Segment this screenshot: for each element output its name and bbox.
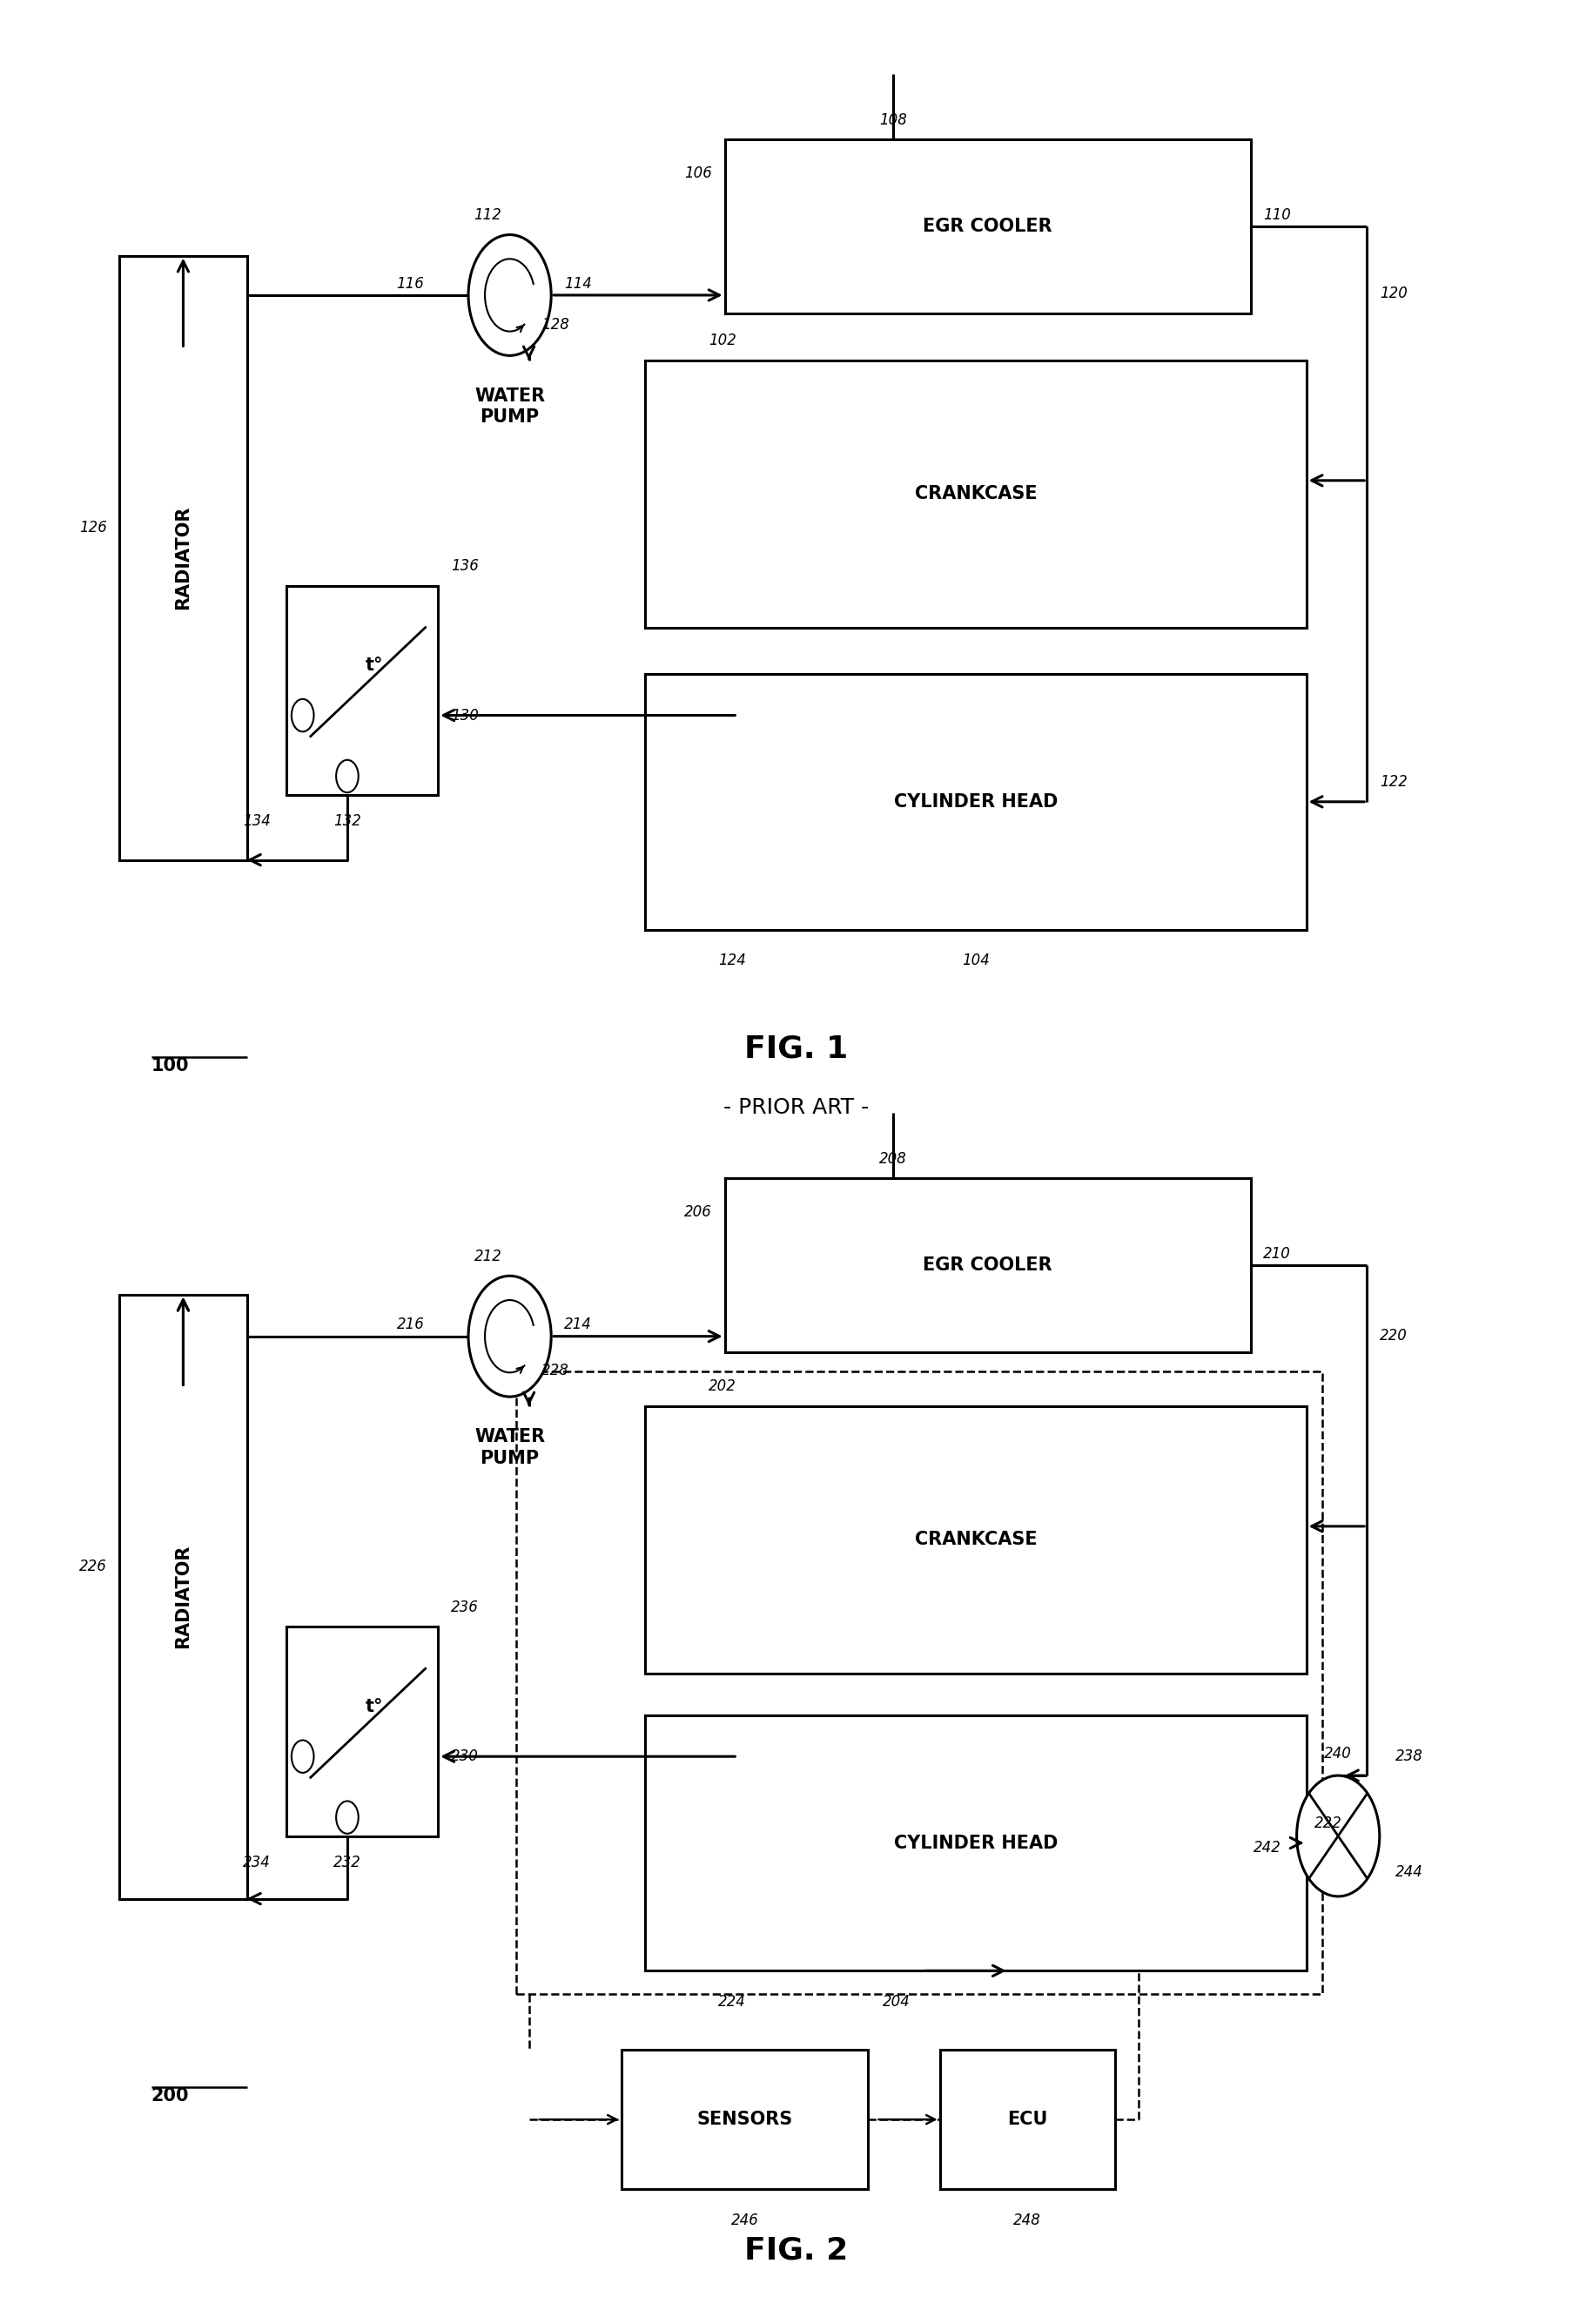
Text: 234: 234: [244, 1855, 271, 1871]
Text: 212: 212: [475, 1248, 502, 1264]
Text: CRANKCASE: CRANKCASE: [914, 1532, 1037, 1548]
Bar: [725, 139, 1251, 314]
Text: 134: 134: [244, 813, 271, 830]
Text: 102: 102: [709, 332, 736, 349]
Text: 232: 232: [333, 1855, 362, 1871]
Bar: [645, 674, 1306, 930]
Text: ECU: ECU: [1007, 2110, 1048, 2129]
Circle shape: [468, 1276, 551, 1397]
Text: 132: 132: [333, 813, 362, 830]
Bar: [119, 256, 247, 860]
Text: 208: 208: [879, 1150, 906, 1167]
Text: WATER
PUMP: WATER PUMP: [475, 1429, 545, 1466]
Text: 108: 108: [879, 112, 906, 128]
Text: 238: 238: [1395, 1748, 1423, 1764]
Text: 224: 224: [718, 1994, 746, 2010]
Text: 242: 242: [1254, 1841, 1281, 1855]
Text: EGR COOLER: EGR COOLER: [922, 218, 1053, 235]
Text: 112: 112: [475, 207, 502, 223]
Text: 114: 114: [564, 277, 591, 290]
Text: 120: 120: [1380, 286, 1407, 302]
Text: 216: 216: [397, 1318, 424, 1332]
Text: 244: 244: [1395, 1864, 1423, 1880]
Text: CYLINDER HEAD: CYLINDER HEAD: [894, 792, 1058, 811]
Text: 204: 204: [883, 1994, 910, 2010]
Text: CYLINDER HEAD: CYLINDER HEAD: [894, 1834, 1058, 1852]
Bar: [725, 1178, 1251, 1353]
Bar: [621, 2050, 868, 2189]
Bar: [287, 586, 438, 795]
Bar: [645, 360, 1306, 627]
Text: FIG. 2: FIG. 2: [744, 2236, 849, 2266]
Text: 100: 100: [151, 1057, 190, 1074]
Circle shape: [1297, 1776, 1380, 1896]
Text: 104: 104: [962, 953, 989, 969]
Text: - PRIOR ART -: - PRIOR ART -: [723, 1097, 870, 1118]
Text: WATER
PUMP: WATER PUMP: [475, 388, 545, 425]
Text: 202: 202: [709, 1378, 736, 1394]
Circle shape: [336, 1801, 358, 1834]
Text: 206: 206: [685, 1204, 712, 1220]
Text: 246: 246: [731, 2212, 758, 2229]
Text: 240: 240: [1324, 1745, 1352, 1762]
Text: RADIATOR: RADIATOR: [175, 1545, 191, 1648]
Circle shape: [292, 1741, 314, 1773]
Text: 128: 128: [542, 316, 569, 332]
Text: 230: 230: [451, 1748, 478, 1764]
Text: 248: 248: [1013, 2212, 1042, 2229]
Text: 130: 130: [451, 706, 478, 723]
Bar: [645, 1406, 1306, 1673]
Text: 136: 136: [451, 558, 478, 574]
Text: 226: 226: [80, 1559, 107, 1573]
Text: 214: 214: [564, 1318, 591, 1332]
Bar: [119, 1294, 247, 1899]
Bar: [516, 1371, 1322, 1994]
Text: 200: 200: [151, 2087, 190, 2103]
Text: 210: 210: [1263, 1246, 1290, 1262]
Text: 124: 124: [718, 953, 746, 969]
Text: 116: 116: [397, 277, 424, 290]
Text: 228: 228: [542, 1362, 569, 1378]
Text: 106: 106: [685, 165, 712, 181]
Bar: [940, 2050, 1115, 2189]
Text: 110: 110: [1263, 207, 1290, 223]
Text: t°: t°: [365, 1697, 384, 1715]
Text: 126: 126: [80, 521, 107, 535]
Bar: [287, 1627, 438, 1836]
Text: CRANKCASE: CRANKCASE: [914, 486, 1037, 502]
Circle shape: [336, 760, 358, 792]
Text: SENSORS: SENSORS: [696, 2110, 793, 2129]
Text: RADIATOR: RADIATOR: [175, 507, 191, 609]
Text: 220: 220: [1380, 1327, 1407, 1343]
Text: t°: t°: [365, 655, 384, 674]
Text: EGR COOLER: EGR COOLER: [922, 1257, 1053, 1274]
Circle shape: [292, 700, 314, 732]
Text: 236: 236: [451, 1599, 478, 1615]
Text: 222: 222: [1314, 1815, 1341, 1831]
Circle shape: [468, 235, 551, 356]
Bar: [645, 1715, 1306, 1971]
Text: FIG. 1: FIG. 1: [744, 1034, 849, 1064]
Text: 122: 122: [1380, 774, 1407, 790]
